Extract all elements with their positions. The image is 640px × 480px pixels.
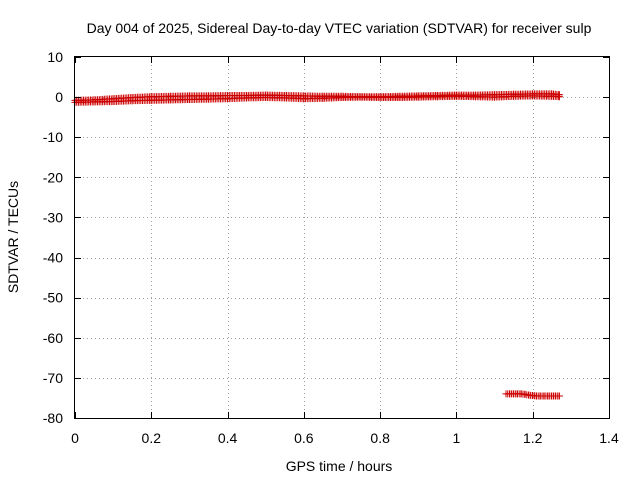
x-tick-label: 1 [453,430,461,446]
data-point [555,392,563,400]
grid-layer [75,57,609,418]
plot-frame [74,56,610,419]
data-point [555,93,563,101]
x-tick-label: 0 [71,430,79,446]
series-markers [502,390,563,400]
x-tick-labels: 0 0.2 0.4 0.6 0.8 1 1.2 1.4 [71,430,619,446]
axis-ticks [75,57,610,419]
x-tick-label: 0.8 [370,430,390,446]
x-tick-label: 1.4 [599,430,619,446]
x-axis-label: GPS time / hours [286,458,393,474]
x-tick-label: 0.2 [142,430,162,446]
series-markers [71,92,563,106]
y-axis-label: SDTVAR / TECUs [5,181,21,293]
y-tick-label: -50 [43,290,63,306]
x-tick-label: 0.6 [294,430,314,446]
chart-title: Day 004 of 2025, Sidereal Day-to-day VTE… [87,20,592,36]
y-tick-label: 10 [47,49,63,65]
data-marks [71,90,563,400]
x-tick-label: 0.4 [218,430,238,446]
y-tick-label: -70 [43,370,63,386]
y-tick-label: -30 [43,209,63,225]
y-tick-label: -20 [43,169,63,185]
y-tick-label: 0 [55,89,63,105]
y-tick-label: -80 [43,410,63,426]
y-tick-label: -10 [43,129,63,145]
y-tick-label: -40 [43,250,63,266]
y-tick-labels: 10 0 -10 -20 -30 -40 -50 -60 -70 -80 [43,49,63,426]
x-tick-label: 1.2 [523,430,543,446]
y-tick-label: -60 [43,330,63,346]
